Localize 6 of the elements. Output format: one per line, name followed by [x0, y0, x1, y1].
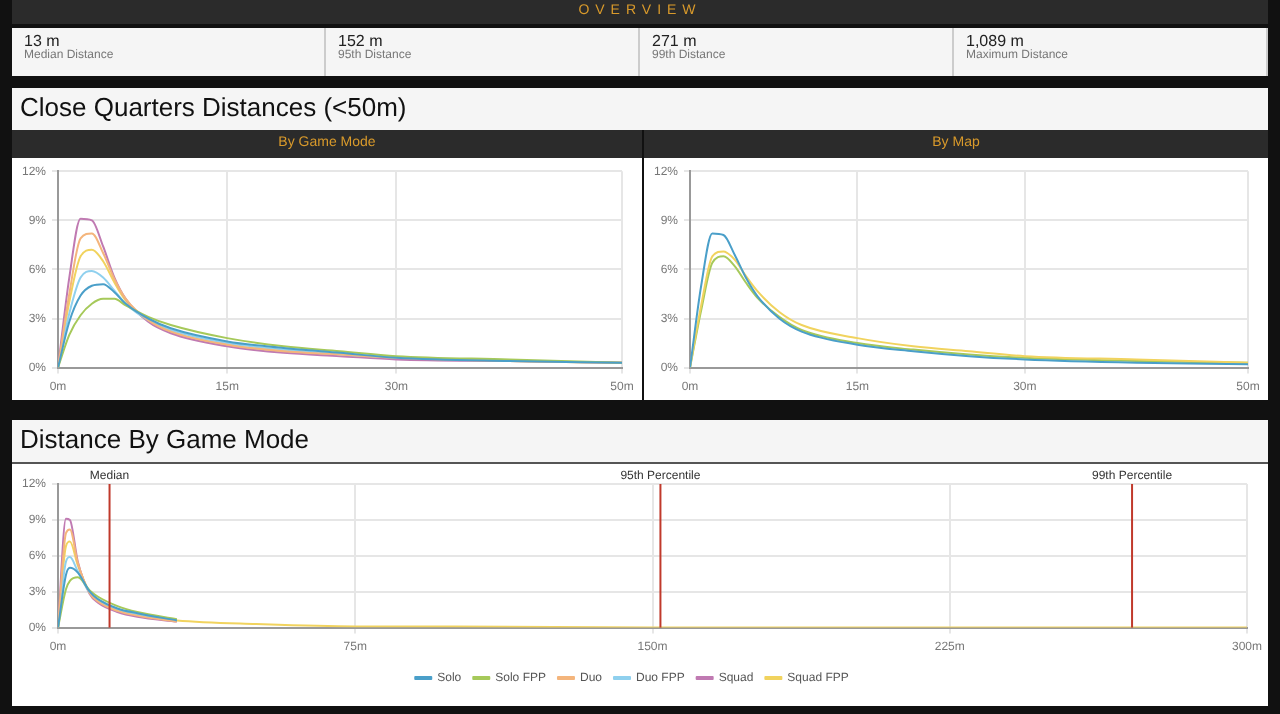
- text: 271 m: [652, 32, 697, 50]
- text: 152 m: [338, 32, 383, 50]
- chart-title: Distance By Game Mode: [12, 420, 1268, 464]
- text: 13 m: [24, 32, 60, 50]
- text: Close Quarters Distances (<50m): [12, 88, 1268, 130]
- text: 1,089 m: [966, 32, 1024, 50]
